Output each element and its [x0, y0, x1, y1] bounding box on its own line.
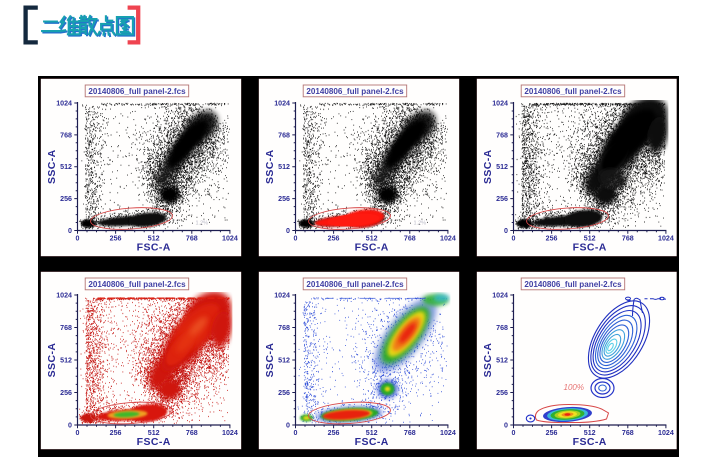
svg-text:1024: 1024 [440, 429, 456, 437]
svg-text:1.2%: 1.2% [414, 220, 427, 226]
svg-text:20140806_full panel-2.fcs: 20140806_full panel-2.fcs [88, 87, 186, 96]
svg-text:1.2%: 1.2% [196, 220, 209, 226]
svg-text:512: 512 [278, 163, 290, 171]
svg-text:20140806_full panel-2.fcs: 20140806_full panel-2.fcs [524, 280, 622, 289]
svg-text:20140806_full panel-2.fcs: 20140806_full panel-2.fcs [524, 87, 622, 96]
svg-text:FSC-A: FSC-A [355, 241, 389, 253]
svg-text:FSC-A: FSC-A [573, 241, 607, 253]
svg-text:1024: 1024 [222, 234, 238, 242]
svg-text:512: 512 [60, 356, 72, 364]
svg-text:0: 0 [286, 421, 290, 429]
svg-text:768: 768 [186, 234, 198, 242]
svg-text:1024: 1024 [492, 99, 508, 107]
svg-text:1024: 1024 [56, 291, 72, 299]
svg-text:768: 768 [496, 131, 508, 139]
svg-text:512: 512 [148, 234, 160, 242]
svg-text:20140806_full panel-2.fcs: 20140806_full panel-2.fcs [306, 280, 404, 289]
svg-text:512: 512 [584, 234, 596, 242]
svg-text:256: 256 [546, 234, 558, 242]
svg-text:256: 256 [110, 234, 122, 242]
svg-text:1024: 1024 [658, 234, 674, 242]
svg-text:768: 768 [622, 234, 634, 242]
svg-text:SSC-A: SSC-A [46, 149, 58, 184]
svg-text:0: 0 [504, 421, 508, 429]
svg-text:256: 256 [278, 388, 290, 396]
svg-text:20140806_full panel-2.fcs: 20140806_full panel-2.fcs [88, 280, 186, 289]
svg-text:SSC-A: SSC-A [482, 149, 494, 184]
svg-text:1024: 1024 [222, 429, 238, 437]
svg-text:SSC-A: SSC-A [46, 342, 58, 377]
svg-text:256: 256 [60, 195, 72, 203]
svg-text:512: 512 [366, 234, 378, 242]
svg-text:100%: 100% [564, 383, 584, 392]
svg-text:256: 256 [328, 429, 340, 437]
svg-text:768: 768 [404, 429, 416, 437]
svg-text:256: 256 [496, 195, 508, 203]
svg-text:FSC-A: FSC-A [137, 435, 171, 447]
svg-text:256: 256 [110, 429, 122, 437]
svg-text:768: 768 [404, 234, 416, 242]
svg-text:0: 0 [294, 429, 298, 437]
svg-text:768: 768 [622, 429, 634, 437]
svg-text:FSC-A: FSC-A [355, 435, 389, 447]
svg-text:0: 0 [512, 429, 516, 437]
svg-text:0: 0 [294, 234, 298, 242]
svg-text:FSC-A: FSC-A [137, 241, 171, 253]
svg-text:0: 0 [286, 226, 290, 234]
svg-text:0: 0 [504, 226, 508, 234]
svg-text:768: 768 [278, 131, 290, 139]
svg-text:256: 256 [60, 388, 72, 396]
svg-text:768: 768 [496, 323, 508, 331]
svg-text:256: 256 [278, 195, 290, 203]
svg-text:1024: 1024 [56, 99, 72, 107]
svg-text:FSC-A: FSC-A [573, 435, 607, 447]
svg-text:1024: 1024 [492, 291, 508, 299]
svg-text:256: 256 [496, 388, 508, 396]
svg-text:SSC-A: SSC-A [482, 342, 494, 377]
svg-text:0: 0 [76, 429, 80, 437]
svg-text:768: 768 [60, 323, 72, 331]
svg-text:512: 512 [366, 429, 378, 437]
svg-text:1024: 1024 [274, 99, 290, 107]
svg-text:768: 768 [186, 429, 198, 437]
svg-text:512: 512 [584, 429, 596, 437]
svg-text:SSC-A: SSC-A [264, 149, 276, 184]
svg-text:0: 0 [76, 234, 80, 242]
svg-text:0: 0 [68, 421, 72, 429]
svg-text:1024: 1024 [440, 234, 456, 242]
svg-text:512: 512 [278, 356, 290, 364]
svg-text:768: 768 [278, 323, 290, 331]
svg-text:0: 0 [68, 226, 72, 234]
svg-text:512: 512 [60, 163, 72, 171]
svg-text:512: 512 [148, 429, 160, 437]
svg-text:1024: 1024 [274, 291, 290, 299]
svg-text:768: 768 [60, 131, 72, 139]
svg-text:20140806_full panel-2.fcs: 20140806_full panel-2.fcs [306, 87, 404, 96]
svg-text:256: 256 [328, 234, 340, 242]
svg-text:0: 0 [512, 234, 516, 242]
svg-text:256: 256 [546, 429, 558, 437]
svg-text:SSC-A: SSC-A [264, 342, 276, 377]
svg-text:512: 512 [496, 163, 508, 171]
svg-text:1024: 1024 [658, 429, 674, 437]
svg-text:512: 512 [496, 356, 508, 364]
